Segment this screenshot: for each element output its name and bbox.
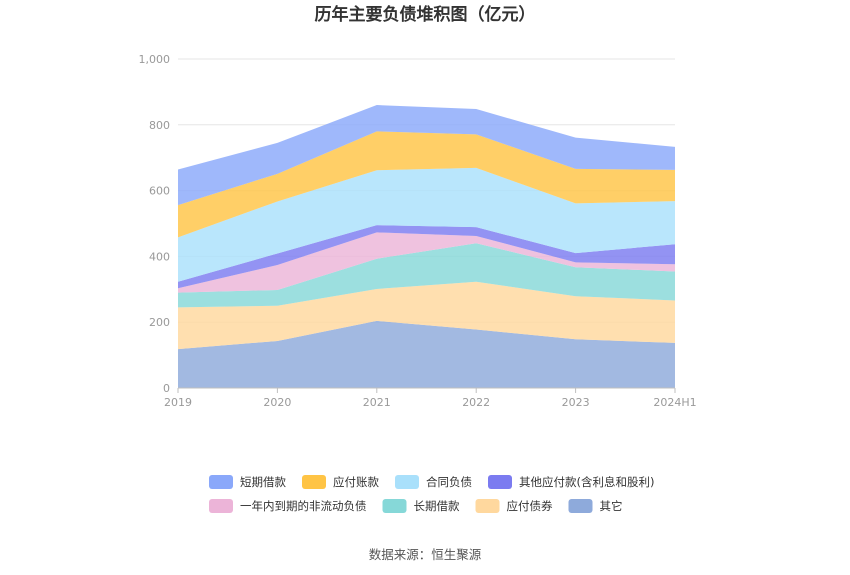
legend-swatch[interactable] <box>302 475 326 489</box>
area-合同负债 <box>178 167 675 282</box>
legend-swatch[interactable] <box>209 499 233 513</box>
y-tick-label: 800 <box>149 119 170 132</box>
y-tick-label: 600 <box>149 185 170 198</box>
legend-label[interactable]: 其他应付款(含利息和股利) <box>519 475 654 489</box>
legend-label[interactable]: 长期借款 <box>414 499 460 513</box>
area-一年内到期的非流动负债 <box>178 232 675 293</box>
legend-label[interactable]: 一年内到期的非流动负债 <box>240 499 367 513</box>
legend-swatch[interactable] <box>475 499 500 513</box>
y-tick-label: 200 <box>149 316 170 329</box>
x-tick-label: 2022 <box>462 396 490 409</box>
legend: 短期借款 应付账款 合同负债 其他应付款(含利息和股利) 一年内到期的非流动负债 长期借款… <box>209 475 654 513</box>
x-tick-label: 2020 <box>263 396 291 409</box>
legend-swatch[interactable] <box>395 475 419 489</box>
x-tick-label: 2024H1 <box>653 396 696 409</box>
area-短期借款 <box>178 105 675 206</box>
axes: 0 200 400 600 800 1,000 2019 2020 2021 2022 2023 20… <box>139 53 697 409</box>
legend-label[interactable]: 应付账款 <box>333 475 379 489</box>
x-tick-label: 2019 <box>164 396 192 409</box>
y-tick-label: 400 <box>149 250 170 263</box>
legend-swatch[interactable] <box>209 475 233 489</box>
source-note: 数据来源：恒生聚源 <box>369 547 482 562</box>
legend-swatch[interactable] <box>382 499 407 513</box>
chart-title: 历年主要负债堆积图（亿元） <box>315 4 536 25</box>
area-长期借款 <box>178 243 675 308</box>
legend-label[interactable]: 其它 <box>600 499 623 513</box>
y-tick-label: 0 <box>163 382 170 395</box>
legend-swatch[interactable] <box>488 475 512 489</box>
legend-label[interactable]: 应付债券 <box>507 499 553 513</box>
area-应付账款 <box>178 131 675 238</box>
y-tick-label: 1,000 <box>139 53 171 66</box>
x-tick-label: 2023 <box>562 396 590 409</box>
legend-label[interactable]: 合同负债 <box>426 475 472 489</box>
area-应付债券 <box>178 281 675 350</box>
legend-label[interactable]: 短期借款 <box>240 475 286 489</box>
x-tick-label: 2021 <box>363 396 391 409</box>
area-series <box>178 105 675 388</box>
area-其它 <box>178 320 675 388</box>
area-其他应付款(含利息和股利) <box>178 225 675 289</box>
legend-swatch[interactable] <box>568 499 593 513</box>
